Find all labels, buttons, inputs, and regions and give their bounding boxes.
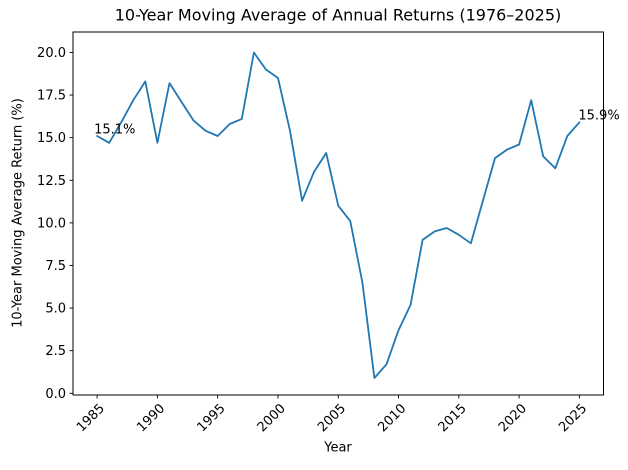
x-tick-label: 1985: [74, 401, 108, 435]
x-tick-label: 2005: [315, 401, 349, 435]
x-tick-label: 2020: [496, 401, 530, 435]
y-tick-label: 10.0: [37, 216, 66, 231]
x-tick-label: 1995: [195, 401, 229, 435]
x-tick-label: 2025: [556, 401, 590, 435]
axes-frame: [72, 31, 604, 396]
y-tick-label: 2.5: [45, 344, 66, 359]
y-tick-label: 0.0: [45, 387, 66, 402]
y-tick-label: 17.5: [37, 89, 66, 104]
y-tick-label: 20.0: [37, 46, 66, 61]
y-tick-label: 7.5: [45, 259, 66, 274]
x-tick-label: 1990: [134, 401, 168, 435]
y-tick-label: 15.0: [37, 131, 66, 146]
x-axis-label: Year: [324, 440, 352, 456]
moving-average-line: [96, 51, 581, 379]
y-tick-label: 12.5: [37, 174, 66, 189]
x-tick-label: 2010: [375, 401, 409, 435]
y-axis-label: 10-Year Moving Average Return (%): [10, 98, 26, 328]
annotation-last-point: 15.9%: [578, 108, 619, 123]
x-tick-label: 2015: [436, 401, 470, 435]
x-tick-label: 2000: [255, 401, 289, 435]
chart-title: 10-Year Moving Average of Annual Returns…: [114, 5, 562, 25]
y-tick-label: 5.0: [45, 302, 66, 317]
annotation-first-point: 15.1%: [94, 122, 135, 137]
